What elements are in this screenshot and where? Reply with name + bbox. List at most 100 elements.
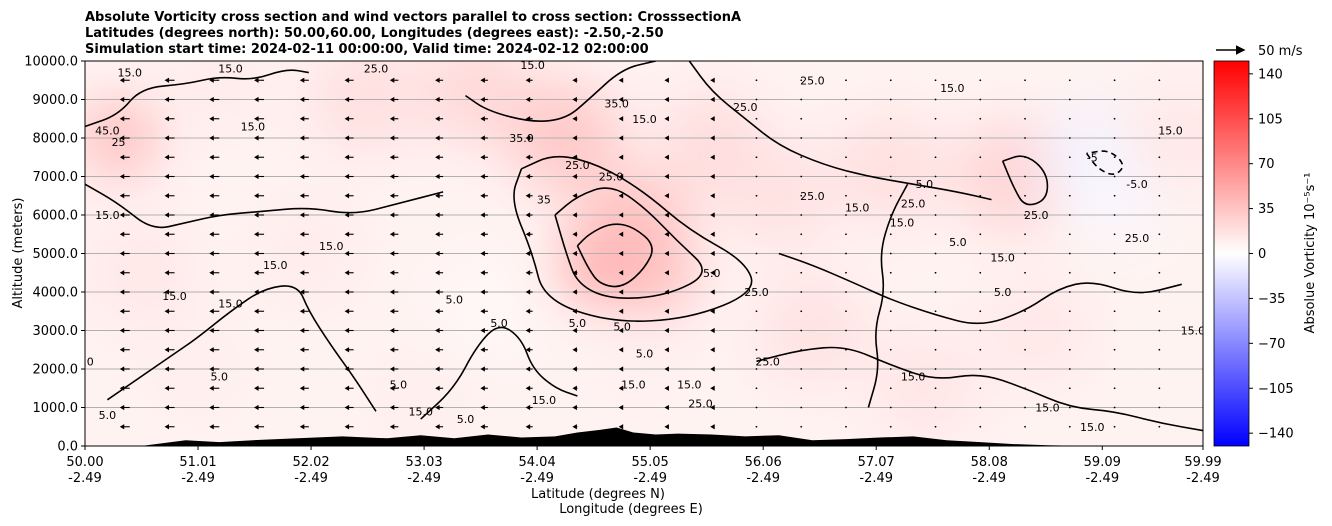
wind-vector-286: [755, 406, 758, 409]
wind-vector-162: [435, 231, 444, 237]
wind-vector-126: [344, 193, 354, 199]
wind-vector-259: [664, 193, 669, 199]
wind-vector-92: [254, 116, 265, 122]
colorbar-gradient: [1213, 60, 1250, 447]
wind-vector-16: [77, 116, 85, 121]
wind-vector-235: [618, 289, 624, 295]
wind-vector-455: [1113, 79, 1116, 82]
wind-vector-88: [254, 193, 265, 199]
contour-label-14: 25.0: [733, 101, 758, 114]
wind-vector-163: [435, 212, 444, 218]
x-tick-label-lon-2: -2.49: [294, 471, 328, 486]
wind-vector-450: [1113, 175, 1116, 178]
x-tick-label-lat-0: 50.00: [66, 455, 103, 470]
wind-vector-281: [710, 135, 715, 141]
wind-vector-161: [435, 250, 444, 257]
wind-vector-189: [480, 77, 488, 83]
contour-label-2: 25.0: [364, 63, 389, 76]
wind-vector-427: [1068, 252, 1071, 255]
wind-vector-284: [710, 77, 715, 83]
wind-vector-411: [1024, 194, 1026, 197]
wind-vector-97: [299, 385, 309, 391]
wind-vector-186: [480, 135, 488, 141]
chart-title: Absolute Vorticity cross section and win…: [85, 10, 741, 57]
wind-vector-50: [164, 193, 175, 199]
wind-vector-345: [889, 368, 892, 370]
wind-vector-71: [209, 154, 220, 160]
colorbar-tick-label-4: 0: [1258, 247, 1266, 262]
wind-vector-131: [344, 96, 354, 103]
wind-vector-169: [435, 96, 444, 103]
wind-vector-57: [209, 424, 220, 430]
wind-vector-384: [979, 348, 982, 351]
wind-vector-379: [934, 79, 937, 82]
wind-vector-418: [1068, 425, 1071, 428]
wind-vector-104: [299, 250, 309, 257]
wind-vector-436: [1068, 79, 1071, 82]
wind-vector-192: [525, 385, 533, 391]
contour-label-33: 15.0: [901, 371, 926, 384]
wind-vector-190: [525, 424, 533, 430]
wind-vector-58: [209, 404, 220, 411]
wind-vector-29: [119, 231, 130, 237]
x-tick-label-lat-8: 58.08: [971, 455, 1008, 470]
wind-vector-293: [755, 271, 758, 274]
wind-vector-31: [119, 193, 130, 199]
wind-vector-430: [1068, 194, 1071, 197]
wind-vector-6: [77, 309, 85, 314]
wind-vector-144: [389, 212, 399, 218]
contour-label-29: 5.0: [994, 286, 1012, 299]
wind-vector-196: [525, 308, 533, 314]
wind-vector-136: [389, 366, 399, 372]
contour-label-53: 5.0: [99, 409, 117, 422]
wind-vector-275: [710, 250, 715, 257]
wind-vector-310: [800, 310, 803, 313]
wind-vector-8: [77, 270, 85, 275]
wind-vector-317: [800, 175, 803, 178]
wind-vector-406: [1024, 291, 1026, 293]
contour-label-15: 25.0: [800, 74, 825, 87]
wind-vector-60: [209, 366, 220, 372]
wind-vector-78: [254, 385, 265, 391]
wind-vector-54: [164, 116, 175, 122]
wind-vector-242: [618, 154, 624, 160]
contour-label-11: 15.0: [95, 209, 120, 222]
wind-vector-48: [164, 231, 175, 237]
wind-vector-417: [1024, 79, 1026, 82]
wind-vector-439: [1113, 387, 1116, 390]
wind-vector-304: [800, 425, 803, 428]
wind-vector-459: [1158, 368, 1161, 370]
contour-lines: [85, 61, 1203, 432]
wind-vector-200: [525, 231, 533, 237]
wind-vector-277: [710, 212, 715, 218]
wind-vector-164: [435, 193, 444, 199]
wind-vector-296: [755, 214, 758, 216]
wind-vector-95: [299, 424, 309, 430]
wind-vector-362: [934, 406, 937, 409]
wind-vector-153: [435, 404, 444, 411]
wind-vector-361: [934, 425, 937, 428]
wind-vector-90: [254, 154, 265, 160]
wind-vector-325: [845, 387, 847, 390]
wind-vector-463: [1158, 291, 1161, 293]
wind-vector-39: [164, 404, 175, 411]
wind-vector-199: [525, 250, 533, 257]
wind-vector-273: [710, 289, 715, 295]
wind-vector-226: [572, 96, 578, 103]
wind-vector-230: [618, 385, 624, 391]
wind-vector-445: [1113, 271, 1116, 274]
wind-vector-121: [344, 289, 354, 295]
wind-vector-98: [299, 366, 309, 372]
wind-vector-137: [389, 347, 399, 353]
field-blob-10: [835, 113, 946, 224]
wind-vector-119: [344, 327, 354, 334]
wind-vector-227: [572, 77, 578, 83]
x-tick-label-lat-5: 55.05: [632, 455, 669, 470]
wind-vector-220: [572, 212, 578, 218]
wind-vector-246: [618, 77, 624, 83]
wind-vector-197: [525, 289, 533, 295]
wind-vector-232: [618, 347, 624, 353]
wind-vector-149: [389, 116, 399, 122]
wind-vector-234: [618, 308, 624, 314]
